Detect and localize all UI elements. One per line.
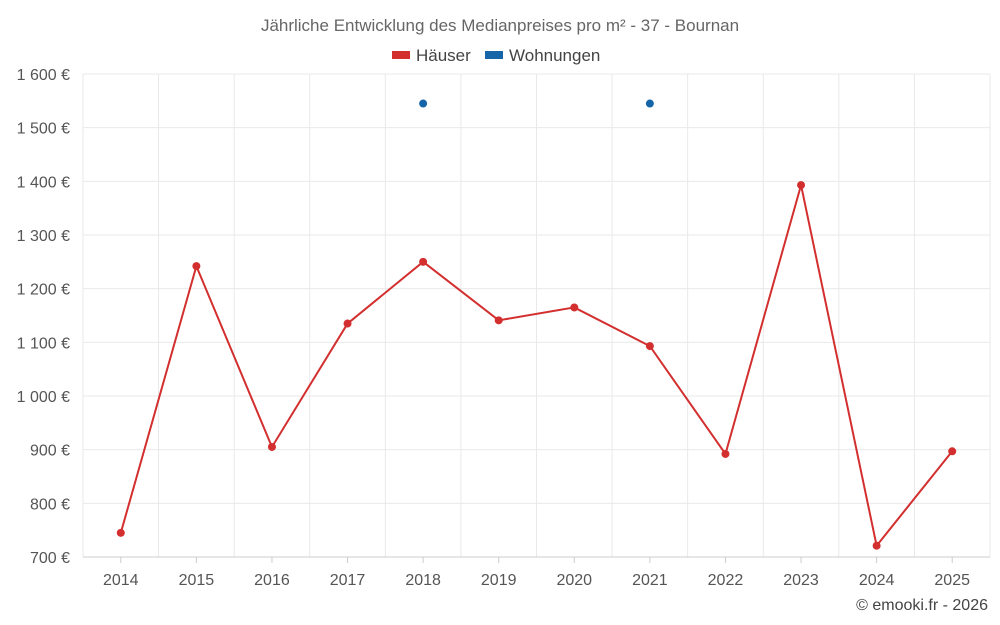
legend-label-wohnungen[interactable]: Wohnungen [509,46,600,65]
y-tick-label: 1 500 € [17,121,70,138]
data-point-0[interactable] [797,181,806,190]
data-point-0[interactable] [948,447,957,456]
x-tick-label: 2023 [783,572,819,589]
x-tick-label: 2019 [481,572,517,589]
legend-swatch-haeuser[interactable] [392,51,410,59]
data-point-0[interactable] [645,342,654,351]
data-point-1[interactable] [419,99,428,108]
y-tick-label: 900 € [30,443,70,460]
data-point-0[interactable] [343,319,352,328]
data-point-0[interactable] [192,262,201,271]
legend-label-haeuser[interactable]: Häuser [416,46,471,65]
y-tick-label: 800 € [30,496,70,513]
y-tick-label: 1 200 € [17,282,70,299]
x-tick-label: 2018 [405,572,441,589]
data-point-0[interactable] [419,257,428,266]
plot-area [116,99,957,550]
legend: Häuser Wohnungen [392,46,600,65]
x-tick-label: 2014 [103,572,139,589]
x-tick-label: 2016 [254,572,290,589]
data-point-0[interactable] [267,442,276,451]
data-point-0[interactable] [116,528,125,537]
x-tick-label: 2015 [179,572,215,589]
x-axis: 2014 2015 2016 2017 2018 2019 2020 2021 2022 2023… [83,556,990,589]
grid [82,73,991,557]
y-axis: 700 € 800 € 900 € 1 000 € 1 100 € 1 200 € 1 30… [17,67,70,567]
x-tick-label: 2020 [556,572,592,589]
x-tick-label: 2017 [330,572,366,589]
y-tick-label: 1 600 € [17,67,70,84]
credit: © emooki.fr - 2026 [856,597,988,614]
y-tick-label: 1 300 € [17,228,70,245]
x-tick-label: 2025 [934,572,970,589]
legend-swatch-wohnungen[interactable] [485,51,503,59]
y-tick-label: 1 100 € [17,335,70,352]
data-point-0[interactable] [570,303,579,312]
series-line-0 [119,184,953,549]
y-tick-label: 1 400 € [17,174,70,191]
x-tick-label: 2022 [708,572,744,589]
y-tick-label: 1 000 € [17,389,70,406]
data-point-1[interactable] [645,99,654,108]
x-tick-label: 2021 [632,572,668,589]
y-tick-label: 700 € [30,550,70,567]
data-point-0[interactable] [872,541,881,550]
x-tick-label: 2024 [859,572,895,589]
data-point-0[interactable] [494,316,503,325]
chart-title: Jährliche Entwicklung des Medianpreises … [261,16,739,35]
data-point-0[interactable] [721,449,730,458]
